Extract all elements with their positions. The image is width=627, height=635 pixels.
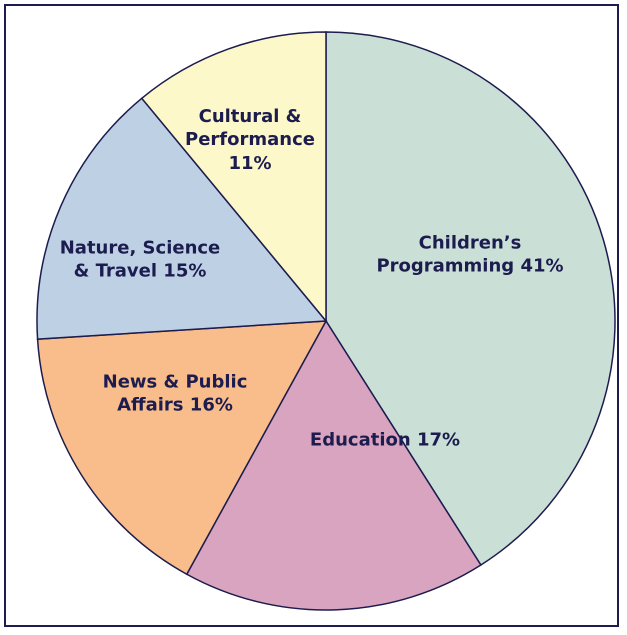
category-name: News & Public Affairs [102, 371, 248, 416]
pie-slice [325, 31, 616, 567]
value-label: 11% [228, 152, 272, 174]
pie-slice [185, 319, 482, 611]
slice-label: Nature, Science & Travel 15% [55, 237, 225, 284]
pie-slice [140, 31, 327, 324]
frame [4, 4, 619, 627]
category-name: Cultural & Performance [185, 105, 315, 151]
category-name: Education [309, 429, 411, 451]
category-name: Children’s Programming [376, 232, 522, 277]
value-label: 16% [189, 395, 233, 416]
slice-label: Education 17% [275, 428, 495, 451]
value-label: 17% [416, 429, 461, 451]
value-label: 15% [163, 261, 207, 282]
category-name: Nature, Science & Travel [59, 237, 221, 282]
slice-label: News & Public Affairs 16% [95, 371, 255, 418]
slice-label: Cultural & Performance 11% [183, 105, 318, 175]
value-label: 41% [520, 256, 564, 277]
pie-slice [36, 320, 328, 576]
pie-slice [36, 97, 328, 340]
slice-label: Children’s Programming 41% [363, 232, 578, 279]
